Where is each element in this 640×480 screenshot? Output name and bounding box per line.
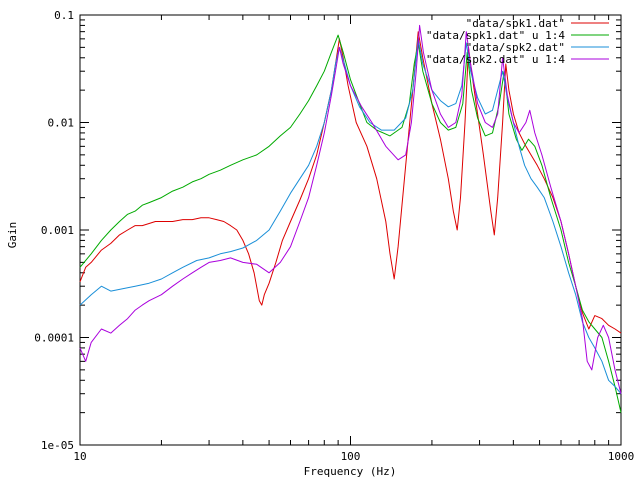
- y-tick-label: 0.01: [48, 117, 75, 130]
- axis-ticks: 10 100 1000 0.1 0.01 0.001 0.0001 1e-05: [34, 9, 634, 463]
- series-line-1: [79, 31, 622, 334]
- x-tick-label: 1000: [608, 450, 635, 463]
- series-line-3: [79, 38, 622, 395]
- legend-label-2: "data/spk1.dat" u 1:4: [426, 29, 565, 42]
- y-tick-label: 0.1: [54, 9, 74, 22]
- x-tick-label: 10: [73, 450, 86, 463]
- y-axis-label: Gain: [6, 222, 19, 249]
- x-axis-label: Frequency (Hz): [304, 465, 397, 478]
- x-tick-label: 100: [341, 450, 361, 463]
- legend-label-4: "data/spk2.dat" u 1:4: [426, 53, 565, 66]
- series-group: [79, 24, 622, 413]
- legend-label-3: "data/spk2.dat": [466, 41, 565, 54]
- legend-label-1: "data/spk1.dat": [466, 17, 565, 30]
- y-tick-label: 1e-05: [41, 439, 74, 452]
- legend: "data/spk1.dat""data/spk1.dat" u 1:4"dat…: [426, 17, 609, 66]
- series-line-4: [79, 24, 622, 394]
- y-tick-label: 0.0001: [34, 332, 74, 345]
- y-tick-label: 0.001: [41, 224, 74, 237]
- series-line-2: [79, 34, 622, 413]
